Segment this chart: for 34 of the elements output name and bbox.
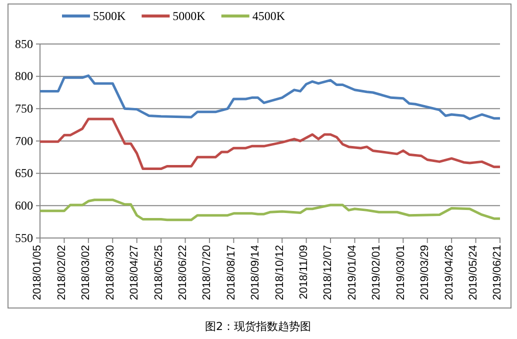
line-series (38, 74, 502, 120)
x-tick-label: 2019/02/01 (370, 245, 383, 300)
y-tick-label: 800 (15, 69, 33, 84)
x-tick-label: 2018/03/30 (104, 245, 116, 300)
y-tick-label: 850 (15, 36, 33, 51)
x-tick-label: 2019/04/26 (443, 245, 456, 300)
x-tick-label: 2018/12/07 (322, 245, 334, 300)
x-tick-label: 2018/06/22 (176, 245, 189, 300)
x-tick-label: 2018/08/17 (225, 245, 238, 300)
x-tick-label: 2018/05/25 (152, 245, 165, 300)
legend-label: 4500K (252, 9, 286, 23)
y-tick-label: 600 (15, 198, 33, 213)
y-tick-label: 650 (15, 166, 33, 180)
text: 图2：现货指数趋势图 (205, 320, 311, 333)
line-series (38, 118, 502, 170)
x-tick-label: 2018/03/02 (80, 245, 92, 300)
x-tick-label: 2018/01/05 (32, 245, 44, 300)
y-tick-label: 750 (15, 102, 33, 116)
y-tick-label: 550 (15, 230, 33, 245)
x-tick-label: 2018/02/02 (56, 245, 68, 300)
x-tick-label: 2019/01/04 (346, 245, 358, 300)
y-tick-label: 700 (15, 134, 33, 148)
x-tick-label: 2018/10/12 (274, 245, 286, 300)
line-series (38, 198, 502, 222)
legend-label: 5000K (172, 9, 206, 23)
x-tick-label: 2018/04/27 (128, 245, 141, 300)
x-tick-label: 2019/03/01 (394, 245, 407, 300)
x-tick-label: 2018/07/20 (201, 245, 214, 300)
x-tick-label: 2019/06/21 (492, 245, 504, 300)
x-tick-label: 2019/03/29 (419, 245, 432, 300)
x-tick-label: 2019/05/24 (467, 245, 480, 300)
x-tick-label: 2018/11/09 (298, 245, 310, 300)
legend-label: 5500K (93, 9, 126, 23)
x-tick-label: 2018/09/14 (250, 245, 262, 300)
